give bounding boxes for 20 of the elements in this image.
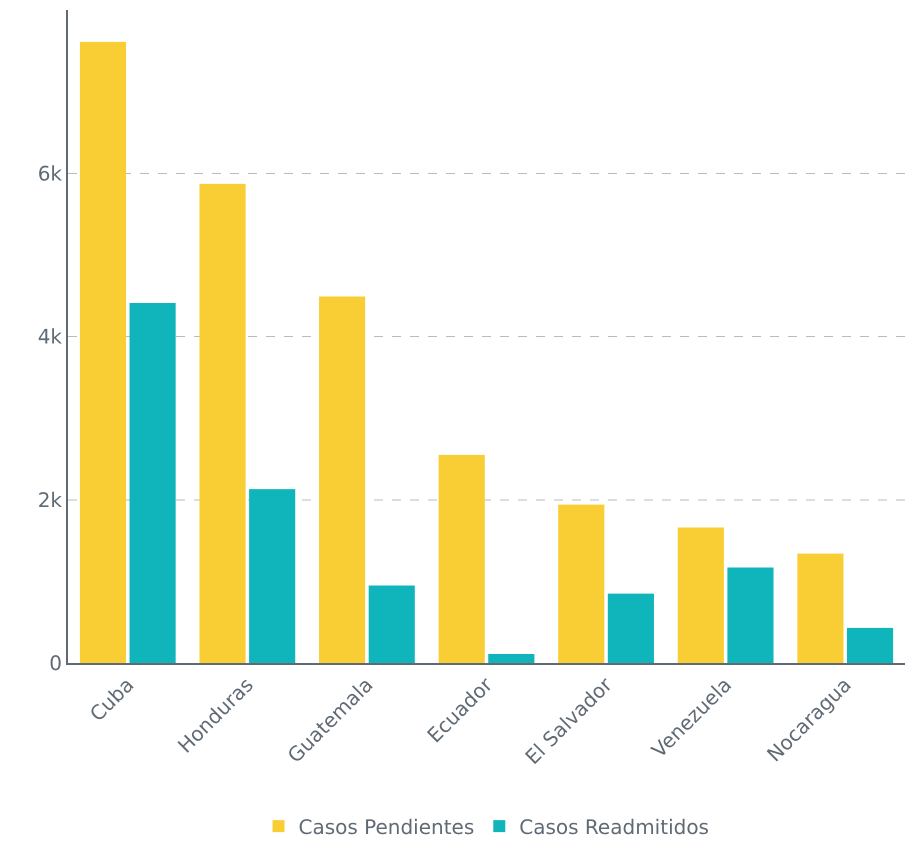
legend-label: Casos Readmitidos — [519, 814, 709, 839]
bar — [80, 42, 126, 663]
bar — [846, 628, 894, 663]
bar — [558, 504, 604, 663]
bar — [488, 654, 534, 663]
bar — [199, 184, 246, 663]
bar — [608, 594, 654, 663]
legend-label: Casos Pendientes — [298, 814, 474, 839]
bar — [368, 585, 415, 663]
y-tick-label: 2k — [38, 488, 62, 512]
bar — [438, 454, 485, 663]
bar — [797, 554, 844, 663]
y-tick-label: 0 — [49, 651, 62, 675]
bar — [678, 528, 724, 663]
y-tick-label: 6k — [38, 161, 62, 186]
y-tick-label: 4k — [38, 324, 62, 348]
bar — [249, 489, 296, 663]
bar — [319, 296, 366, 663]
bar — [130, 303, 176, 663]
bar — [727, 568, 774, 663]
